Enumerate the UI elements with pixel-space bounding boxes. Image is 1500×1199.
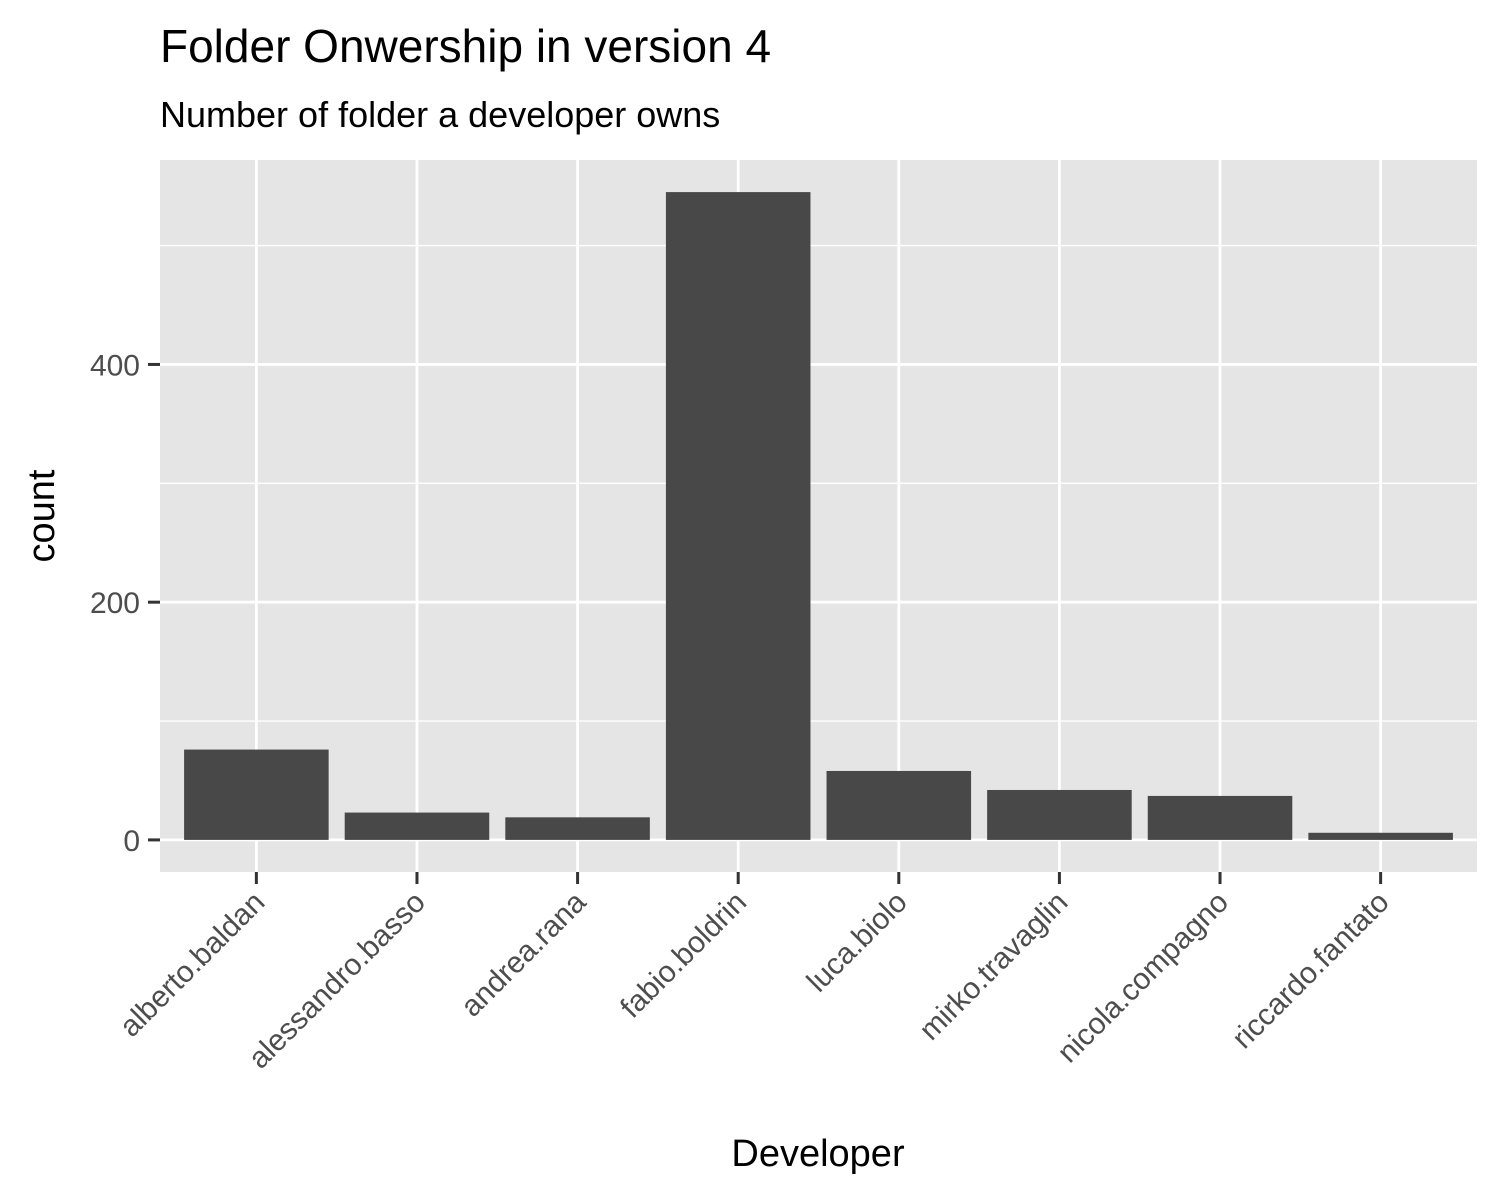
x-tick-label: luca.biolo [801, 886, 914, 999]
x-tick-label: riccardo.fantato [1226, 886, 1396, 1056]
x-tick-label: alberto.baldan [114, 886, 272, 1044]
y-axis-title: count [21, 469, 63, 562]
major-gridlines [160, 160, 1477, 872]
x-tick-label: nicola.compagno [1051, 886, 1235, 1070]
bar [987, 789, 1132, 840]
y-tick-label: 0 [123, 825, 140, 858]
y-tick-label: 400 [90, 349, 140, 382]
y-axis: 0 200 400 [90, 349, 160, 858]
x-axis-title: Developer [731, 1133, 905, 1175]
minor-gridlines [160, 244, 1477, 722]
chart-title: Folder Onwership in version 4 [160, 20, 771, 72]
bar [1147, 795, 1293, 840]
x-tick-label: alessandro.basso [242, 886, 432, 1076]
x-tick-label: andrea.rana [455, 885, 593, 1023]
bar [505, 817, 650, 840]
x-tick-label: mirko.travaglin [913, 886, 1074, 1047]
bar [1308, 832, 1453, 840]
y-tick-label: 200 [90, 587, 140, 620]
bar [826, 770, 972, 840]
plot-panel [160, 160, 1477, 872]
bar [665, 192, 811, 840]
bar [184, 749, 329, 840]
x-tick-label: fabio.boldrin [614, 886, 753, 1025]
bars [184, 192, 1453, 840]
bar [344, 812, 490, 840]
chart-subtitle: Number of folder a developer owns [160, 94, 720, 135]
